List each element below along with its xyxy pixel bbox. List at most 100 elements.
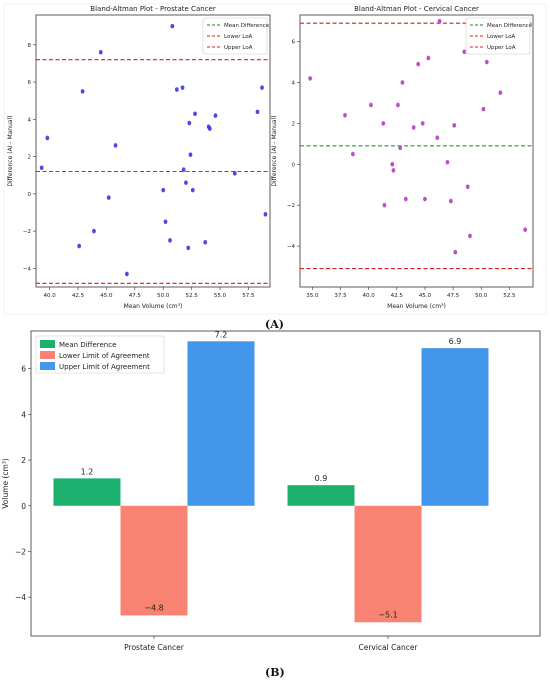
- bar-value-label: −5.1: [378, 610, 397, 619]
- cervical-data-point: [481, 106, 486, 112]
- cervical-data-point: [403, 196, 408, 202]
- prostate-data-point: [232, 171, 237, 176]
- bar-value-label: 0.9: [315, 474, 328, 483]
- cervical-data-point: [381, 121, 386, 126]
- prostate-xtick-label: 52.5: [185, 293, 198, 299]
- prostate-ylabel: Difference (AI - Manual): [7, 115, 14, 186]
- bar-category-label: Prostate Cancer: [124, 643, 185, 652]
- cervical-data-point: [453, 249, 458, 255]
- cervical-data-point: [462, 49, 467, 55]
- bar-value-label: 6.9: [449, 337, 462, 346]
- cervical-data-point: [448, 198, 453, 204]
- cervical-data-point: [420, 121, 425, 126]
- prostate-data-point: [174, 87, 179, 92]
- bar-0-0: [53, 478, 121, 506]
- bar-1-0: [287, 485, 355, 506]
- cervical-data-point: [369, 102, 373, 108]
- prostate-data-point: [186, 245, 191, 251]
- bar-legend-swatch: [40, 351, 55, 359]
- cervical-xlabel: Mean Volume (cm³): [387, 303, 446, 310]
- prostate-data-point: [255, 109, 260, 115]
- prostate-legend-box: [202, 17, 268, 55]
- prostate-ytick-label: −2: [23, 229, 31, 235]
- prostate-data-point: [180, 85, 185, 90]
- prostate-data-point: [190, 187, 195, 193]
- cervical-legend-label: Upper LoA: [487, 45, 516, 51]
- bar-legend-label: Upper Limit of Agreement: [59, 363, 150, 371]
- prostate-xtick-label: 50.0: [157, 293, 170, 299]
- bar-ytick-label: 6: [21, 365, 26, 374]
- cervical-data-point: [445, 159, 450, 165]
- bar-value-label: 7.2: [215, 330, 228, 339]
- cervical-xtick-label: 37.5: [334, 293, 347, 299]
- bar-0-2: [187, 341, 255, 506]
- cervical-xtick-label: 42.5: [391, 293, 404, 299]
- cervical-legend-label: Mean Difference: [487, 23, 533, 29]
- bar-ytick-label: 2: [21, 456, 26, 465]
- prostate-data-point: [181, 167, 186, 172]
- prostate-xlabel: Mean Volume (cm³): [124, 303, 183, 310]
- prostate-data-point: [187, 120, 192, 126]
- prostate-xtick-label: 55.0: [214, 293, 227, 299]
- cervical-xtick-label: 52.5: [503, 293, 516, 299]
- prostate-title: Bland-Altman Plot - Prostate Cancer: [90, 5, 216, 13]
- cervical-data-point: [411, 125, 416, 130]
- panel-a-frame: [3, 3, 547, 315]
- cervical-data-point: [484, 59, 489, 65]
- cervical-data-point: [468, 233, 472, 239]
- panel-label-b: (B): [265, 666, 285, 679]
- prostate-xtick-label: 42.5: [72, 293, 85, 299]
- prostate-xtick-label: 40.0: [44, 293, 57, 299]
- prostate-data-point: [193, 111, 197, 117]
- cervical-xtick-label: 47.5: [447, 293, 460, 299]
- prostate-legend-label: Upper LoA: [224, 45, 253, 51]
- prostate-plot-area: [35, 14, 271, 288]
- cervical-data-point: [452, 123, 457, 128]
- prostate-data-point: [163, 219, 168, 225]
- cervical-data-point: [308, 76, 313, 81]
- bar-category-label: Cervical Cancer: [358, 643, 418, 652]
- cervical-ytick-label: 4: [292, 80, 296, 86]
- prostate-data-point: [260, 85, 264, 90]
- bar-value-label: 1.2: [81, 467, 94, 476]
- cervical-data-point: [416, 61, 421, 67]
- cervical-xtick-label: 50.0: [475, 293, 488, 299]
- cervical-ytick-label: 2: [292, 121, 296, 127]
- bar-ytick-label: 4: [21, 410, 26, 419]
- prostate-data-point: [161, 187, 166, 193]
- bar-ytick-label: −2: [15, 547, 26, 556]
- bar-ylabel: Volume (cm³): [1, 458, 10, 509]
- cervical-xtick-label: 40.0: [363, 293, 376, 299]
- prostate-data-point: [184, 180, 188, 185]
- cervical-data-point: [523, 227, 528, 233]
- cervical-data-point: [343, 112, 347, 118]
- prostate-legend-label: Mean Difference: [224, 23, 270, 29]
- cervical-data-point: [400, 80, 405, 85]
- cervical-ytick-label: 0: [292, 162, 296, 168]
- cervical-data-point: [382, 202, 387, 208]
- bar-1-1: [354, 505, 422, 623]
- cervical-data-point: [426, 55, 431, 61]
- bar-legend-swatch: [40, 362, 55, 370]
- bar-ytick-label: −4: [15, 593, 26, 602]
- bar-legend-label: Mean Difference: [59, 341, 116, 349]
- cervical-legend-box: [465, 17, 531, 55]
- cervical-data-point: [351, 151, 355, 157]
- prostate-xtick-label: 47.5: [129, 293, 142, 299]
- cervical-data-point: [437, 18, 442, 24]
- bar-legend-label: Lower Limit of Agreement: [59, 352, 150, 360]
- prostate-data-point: [263, 212, 268, 217]
- prostate-xtick-label: 45.0: [100, 293, 113, 299]
- prostate-data-point: [124, 271, 129, 277]
- cervical-ytick-label: 6: [292, 40, 296, 46]
- prostate-ytick-label: 4: [28, 117, 32, 123]
- cervical-data-point: [396, 102, 400, 108]
- cervical-data-point: [465, 184, 470, 190]
- prostate-data-point: [80, 89, 85, 94]
- bar-legend-swatch: [40, 340, 55, 348]
- cervical-data-point: [390, 161, 395, 167]
- cervical-xtick-label: 35.0: [306, 293, 319, 299]
- cervical-data-point: [398, 145, 403, 151]
- prostate-data-point: [203, 239, 208, 245]
- prostate-data-point: [207, 126, 212, 131]
